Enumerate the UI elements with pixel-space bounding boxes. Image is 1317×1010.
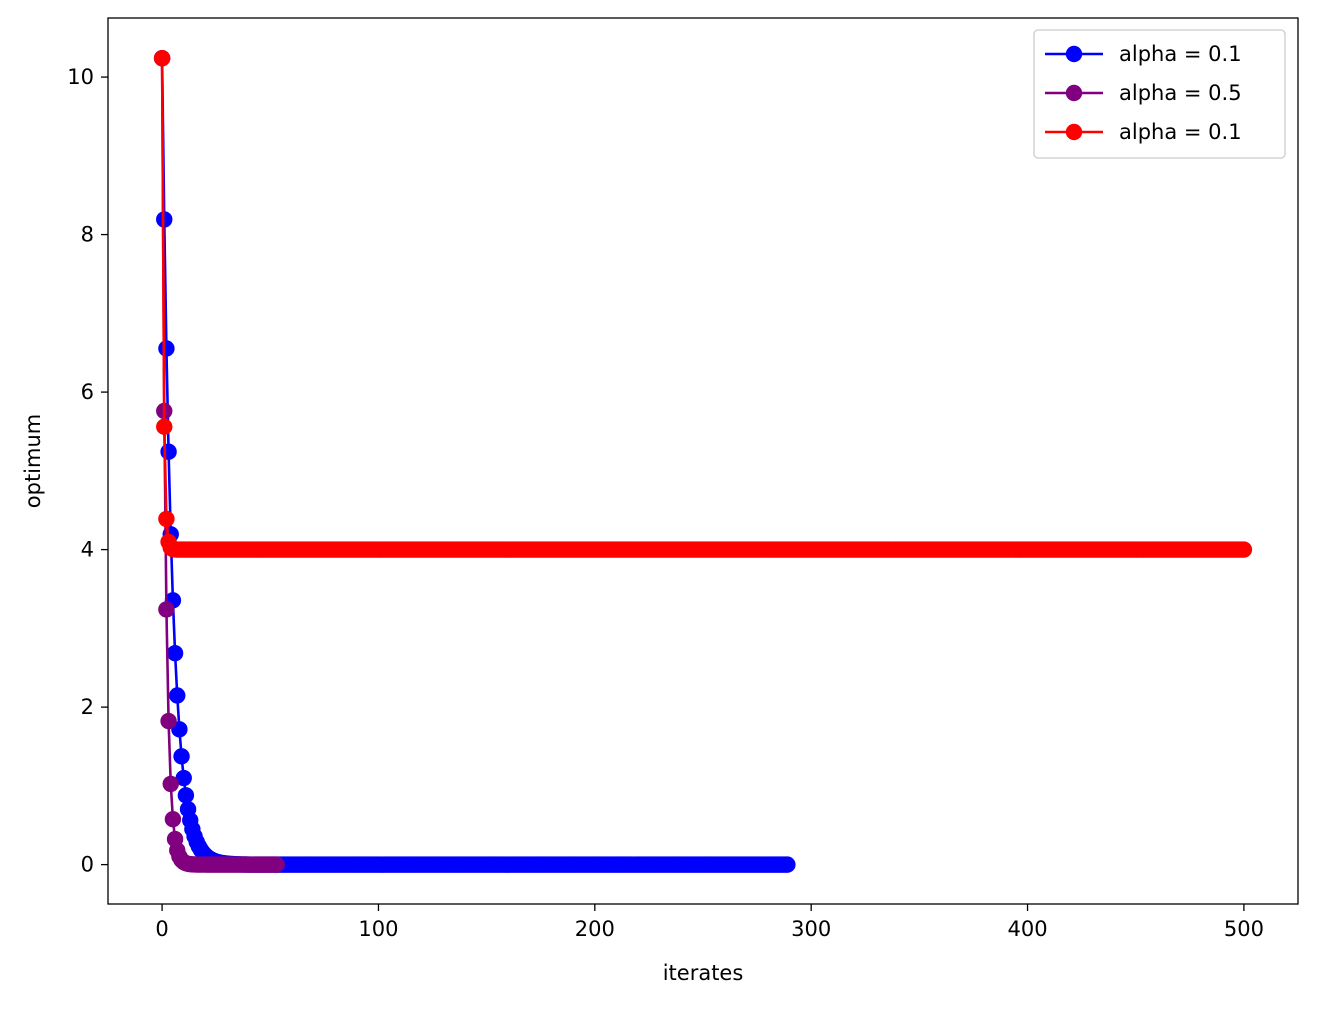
series-1 xyxy=(153,49,796,873)
legend-item: alpha = 0.1 xyxy=(1045,42,1242,66)
data-point xyxy=(268,856,285,873)
data-point xyxy=(166,645,184,662)
data-point xyxy=(160,443,177,460)
x-tick-label: 500 xyxy=(1224,917,1264,941)
series-2 xyxy=(153,49,285,873)
legend-box xyxy=(1033,29,1286,159)
data-point xyxy=(158,340,175,357)
data-point xyxy=(158,601,175,618)
data-point xyxy=(173,748,190,765)
data-point xyxy=(779,856,796,873)
x-tick-label: 100 xyxy=(358,917,398,941)
y-tick-label: 2 xyxy=(81,695,94,719)
legend-label: alpha = 0.1 xyxy=(1119,120,1242,144)
y-tick-label: 10 xyxy=(67,65,94,89)
data-point xyxy=(153,49,171,67)
y-tick-label: 8 xyxy=(81,223,94,247)
y-axis-label: optimum xyxy=(21,414,45,508)
data-point xyxy=(164,811,182,828)
x-tick-label: 200 xyxy=(575,917,615,941)
legend-marker xyxy=(1065,84,1083,102)
y-axis: 0 2 4 6 8 10 xyxy=(67,65,108,877)
data-point xyxy=(160,712,177,730)
legend-marker xyxy=(1065,123,1083,141)
data-point xyxy=(162,775,179,793)
legend-item: alpha = 0.5 xyxy=(1045,81,1242,105)
y-tick-label: 4 xyxy=(81,538,94,562)
x-axis: 0 100 200 300 400 500 xyxy=(155,904,1264,941)
data-point xyxy=(158,510,175,528)
data-point xyxy=(177,787,195,804)
data-point xyxy=(175,769,192,787)
legend-label: alpha = 0.1 xyxy=(1119,42,1242,66)
axes-frame xyxy=(107,17,1299,905)
y-tick-label: 0 xyxy=(81,853,94,877)
data-point xyxy=(169,687,186,704)
y-tick-label: 6 xyxy=(81,380,94,404)
data-point xyxy=(156,418,173,435)
legend-label: alpha = 0.5 xyxy=(1119,81,1242,105)
series-3 xyxy=(153,49,1253,558)
legend-item: alpha = 0.1 xyxy=(1045,120,1242,144)
x-axis-label: iterates xyxy=(663,961,744,985)
x-tick-label: 300 xyxy=(791,917,831,941)
legend: alpha = 0.1 alpha = 0.5 alpha = 0.1 xyxy=(1033,29,1286,159)
legend-marker xyxy=(1065,45,1083,63)
data-point xyxy=(1235,541,1253,558)
x-tick-label: 400 xyxy=(1007,917,1047,941)
plot-area xyxy=(153,49,1253,873)
x-tick-label: 0 xyxy=(155,917,168,941)
